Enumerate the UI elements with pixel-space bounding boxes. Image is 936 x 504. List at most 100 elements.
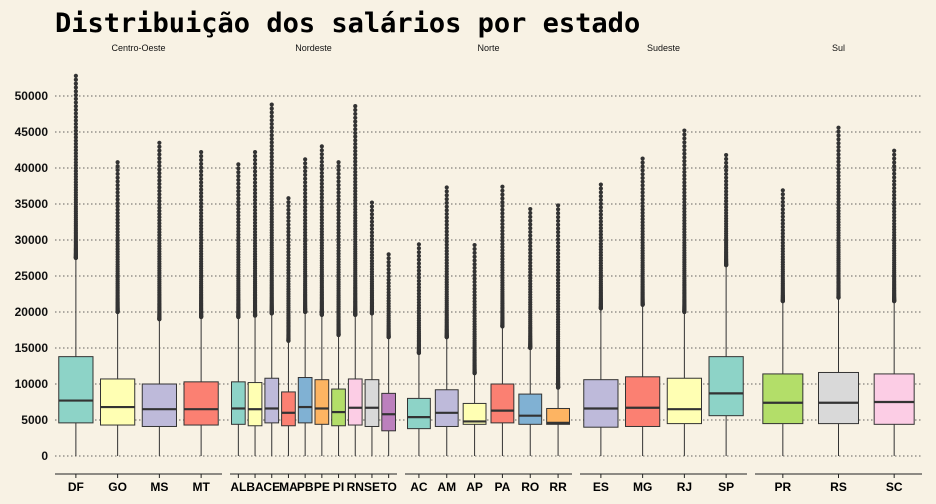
outlier-point — [73, 118, 78, 123]
outlier-point — [73, 114, 78, 120]
outlier-point — [252, 208, 258, 213]
outlier-point — [336, 160, 341, 165]
outlier-point — [199, 226, 204, 231]
outlier-point — [336, 221, 341, 226]
outlier-point — [73, 111, 78, 116]
x-tick-label: SC — [886, 480, 903, 494]
outlier-point — [598, 215, 603, 221]
outlier-point — [444, 263, 449, 269]
outlier-point — [369, 212, 375, 217]
outlier-point — [199, 217, 204, 222]
outlier-point — [115, 220, 120, 225]
outlier-point — [319, 229, 324, 234]
outlier-point — [73, 138, 78, 143]
outlier-point — [353, 149, 358, 154]
outlier-point — [319, 163, 324, 168]
outlier-point — [555, 261, 561, 266]
x-tick-label: GO — [108, 480, 127, 494]
outlier-point — [236, 220, 241, 225]
outlier-point — [836, 141, 841, 146]
outlier-point — [115, 164, 120, 169]
outlier-point — [157, 230, 162, 235]
outlier-point — [836, 208, 841, 213]
outlier-point — [892, 227, 897, 232]
outlier-point — [236, 238, 241, 243]
outlier-point — [199, 173, 204, 178]
x-tick-label: AC — [410, 480, 428, 494]
outlier-point — [640, 197, 645, 202]
outlier-point — [555, 240, 561, 246]
outlier-point — [780, 207, 785, 212]
outlier-point — [369, 204, 375, 209]
outlier-point — [303, 183, 308, 189]
outlier-point — [528, 276, 533, 281]
outlier-point — [416, 268, 422, 273]
outlier-point — [780, 243, 785, 248]
outlier-point — [269, 161, 274, 166]
outlier-point — [236, 177, 241, 183]
outlier-point — [353, 210, 358, 215]
outlier-point — [319, 217, 324, 223]
box-pi: PI — [331, 160, 346, 494]
outlier-point — [416, 288, 422, 293]
outlier-point — [640, 193, 645, 199]
outlier-point — [682, 136, 687, 141]
outlier-point — [73, 132, 78, 137]
outlier-point — [472, 299, 477, 304]
outlier-point — [598, 186, 603, 191]
outlier-point — [682, 215, 687, 220]
outlier-point — [369, 219, 375, 224]
box-iqr — [434, 389, 459, 427]
box-ce: CE — [263, 102, 280, 494]
box-ro: RO — [518, 206, 543, 494]
outlier-point — [319, 155, 324, 161]
outlier-point — [598, 238, 603, 243]
outlier-point — [836, 144, 841, 150]
y-tick-label: 0 — [41, 449, 48, 463]
outlier-point — [369, 246, 375, 252]
outlier-point — [353, 204, 358, 209]
outlier-point — [157, 163, 162, 168]
outlier-point — [353, 169, 358, 174]
outlier-point — [892, 212, 897, 217]
outlier-point — [416, 257, 422, 262]
outlier-point — [682, 206, 687, 211]
outlier-point — [286, 256, 291, 261]
outlier-point — [286, 259, 291, 264]
outlier-point — [472, 296, 477, 301]
outlier-point — [682, 132, 687, 137]
outlier-point — [353, 159, 358, 164]
outlier-point — [416, 250, 422, 255]
outlier-point — [598, 194, 603, 199]
outlier-point — [73, 89, 78, 94]
outlier-point — [528, 263, 533, 269]
outlier-point — [236, 162, 241, 167]
outlier-point — [286, 265, 291, 270]
outlier-point — [369, 237, 375, 242]
outlier-point — [780, 199, 785, 205]
outlier-point — [892, 182, 897, 187]
outlier-point — [157, 221, 162, 226]
box-df: DF — [58, 73, 94, 494]
x-tick-label: AP — [466, 480, 483, 494]
outlier-point — [157, 208, 162, 214]
outlier-point — [269, 125, 274, 130]
outlier-point — [115, 179, 120, 184]
outlier-point — [319, 211, 324, 216]
outlier-point — [353, 119, 358, 124]
outlier-point — [444, 197, 449, 202]
outlier-point — [555, 230, 561, 235]
outlier-point — [682, 173, 687, 178]
outlier-point — [157, 144, 162, 149]
outlier-point — [528, 222, 533, 227]
outlier-point — [682, 162, 687, 167]
outlier-point — [555, 286, 561, 292]
outlier-point — [157, 211, 162, 217]
outlier-point — [336, 227, 341, 232]
outlier-point — [115, 232, 120, 238]
outlier-point — [369, 243, 375, 248]
outlier-point — [353, 141, 358, 147]
outlier-point — [416, 297, 422, 302]
outlier-point — [472, 258, 477, 263]
